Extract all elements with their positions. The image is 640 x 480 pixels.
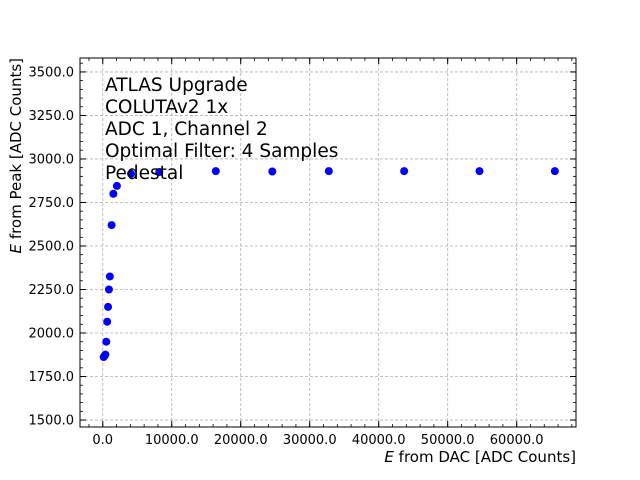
- x-tick-label: 0.0: [92, 433, 113, 448]
- data-point: [101, 350, 110, 359]
- data-point: [550, 167, 559, 176]
- data-point: [104, 285, 113, 294]
- data-point: [107, 221, 116, 230]
- data-point: [103, 317, 112, 326]
- data-point: [324, 167, 333, 176]
- y-tick-label: 2500.0: [29, 239, 75, 254]
- x-tick-label: 60000.0: [490, 433, 544, 448]
- plot-frame: [79, 57, 577, 428]
- y-tick-label: 3000.0: [29, 152, 75, 167]
- data-point: [268, 167, 277, 176]
- y-tick-label: 2750.0: [29, 196, 75, 211]
- annotation-line: ADC 1, Channel 2: [105, 119, 268, 140]
- y-tick-label: 3250.0: [29, 109, 75, 124]
- x-tick-label: 40000.0: [352, 433, 406, 448]
- y-axis-label-var: E: [7, 243, 25, 253]
- x-tick-labels: 0.0 10000.0 20000.0 30000.0 40000.0 50000.0 60…: [92, 433, 543, 448]
- y-tick-labels: 1500.0 1750.0 2000.0 2250.0 2500.0 2750.0 3000…: [29, 65, 75, 428]
- data-point: [104, 302, 113, 311]
- data-point: [127, 169, 136, 178]
- data-point: [211, 167, 220, 176]
- data-point: [112, 181, 121, 190]
- x-tick-label: 10000.0: [145, 433, 199, 448]
- annotation-line: Optimal Filter: 4 Samples: [105, 141, 338, 162]
- data-point: [109, 189, 118, 198]
- y-tick-label: 1500.0: [29, 414, 75, 429]
- x-axis-label: E from DAC [ADC Counts]: [384, 448, 576, 466]
- y-axis-label: E from Peak [ADC Counts]: [7, 58, 25, 253]
- annotation-line: Pedestal: [105, 163, 183, 184]
- y-axis-label-text: from Peak [ADC Counts]: [7, 58, 25, 244]
- data-point: [400, 167, 409, 176]
- y-tick-label: 1750.0: [29, 370, 75, 385]
- annotation-line: ATLAS Upgrade: [105, 75, 248, 96]
- data-point: [102, 337, 111, 346]
- data-point: [155, 168, 164, 177]
- y-tick-label: 2000.0: [29, 327, 75, 342]
- y-tick-label: 2250.0: [29, 283, 75, 298]
- x-tick-label: 20000.0: [214, 433, 268, 448]
- x-axis-label-text: from DAC [ADC Counts]: [394, 448, 576, 466]
- x-axis-label-var: E: [384, 448, 394, 466]
- data-points: [99, 167, 559, 362]
- y-tick-label: 3500.0: [29, 65, 75, 80]
- x-tick-label: 30000.0: [283, 433, 337, 448]
- x-tick-label: 50000.0: [421, 433, 475, 448]
- grid-lines: [80, 58, 576, 427]
- data-point: [105, 272, 114, 281]
- data-point: [475, 167, 484, 176]
- annotation-line: COLUTAv2 1x: [105, 97, 228, 118]
